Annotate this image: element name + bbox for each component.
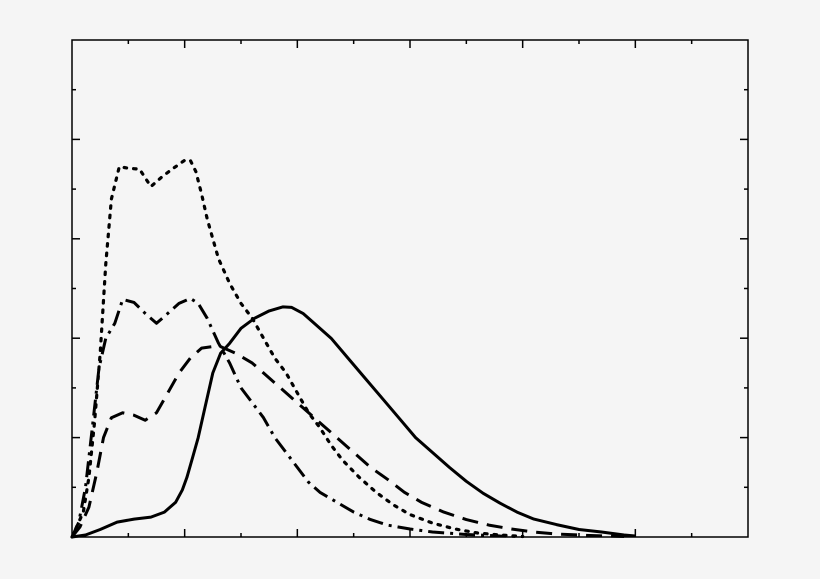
series-line-dashed [70, 344, 625, 538]
tick-layer [72, 40, 748, 537]
series-line-dash-dot [70, 296, 523, 538]
series-line-dotted [70, 158, 525, 539]
plot-frame [71, 39, 749, 538]
series-layer [70, 158, 636, 539]
series-line-solid [71, 305, 636, 539]
